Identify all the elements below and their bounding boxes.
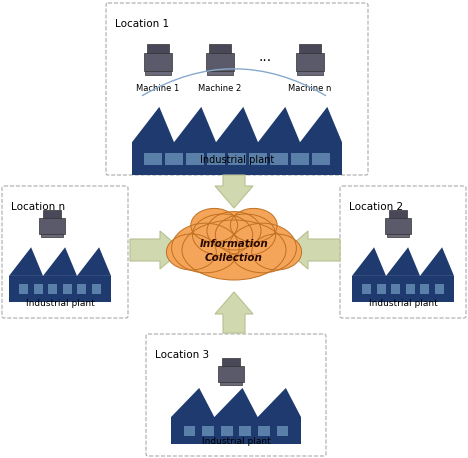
- Text: Location 3: Location 3: [155, 350, 209, 360]
- Bar: [48, 284, 57, 294]
- Bar: [147, 44, 169, 53]
- Ellipse shape: [167, 234, 216, 270]
- Bar: [144, 153, 162, 165]
- FancyBboxPatch shape: [146, 334, 326, 456]
- Bar: [184, 425, 196, 436]
- Bar: [43, 210, 61, 218]
- Polygon shape: [258, 388, 301, 417]
- FancyBboxPatch shape: [340, 186, 466, 318]
- Bar: [249, 153, 267, 165]
- Bar: [144, 53, 172, 71]
- Polygon shape: [214, 388, 258, 417]
- Bar: [291, 153, 309, 165]
- Bar: [206, 153, 226, 165]
- Bar: [77, 284, 87, 294]
- Polygon shape: [215, 175, 253, 208]
- Bar: [145, 71, 171, 75]
- Polygon shape: [77, 247, 111, 276]
- Polygon shape: [132, 107, 174, 142]
- Bar: [34, 284, 43, 294]
- Bar: [270, 153, 288, 165]
- Polygon shape: [352, 247, 386, 276]
- Polygon shape: [286, 231, 340, 269]
- Bar: [219, 382, 242, 385]
- Bar: [185, 153, 205, 165]
- Bar: [171, 417, 301, 444]
- Ellipse shape: [172, 223, 239, 273]
- Polygon shape: [43, 247, 77, 276]
- Polygon shape: [216, 107, 258, 142]
- Bar: [165, 153, 183, 165]
- Polygon shape: [215, 292, 253, 333]
- Bar: [386, 218, 410, 234]
- Bar: [221, 358, 241, 366]
- Ellipse shape: [215, 214, 276, 256]
- Polygon shape: [386, 247, 420, 276]
- Text: ...: ...: [258, 50, 271, 64]
- Bar: [312, 153, 330, 165]
- Polygon shape: [258, 107, 300, 142]
- Bar: [435, 284, 444, 294]
- Text: Machine n: Machine n: [288, 84, 332, 93]
- Bar: [352, 276, 454, 302]
- Text: Machine 2: Machine 2: [198, 84, 241, 93]
- Text: Industrial plant: Industrial plant: [369, 299, 438, 308]
- Bar: [207, 71, 233, 75]
- FancyBboxPatch shape: [2, 186, 128, 318]
- Ellipse shape: [252, 234, 301, 270]
- Bar: [9, 276, 111, 302]
- Bar: [240, 425, 251, 436]
- Ellipse shape: [191, 208, 238, 242]
- Bar: [377, 284, 386, 294]
- Bar: [406, 284, 415, 294]
- Bar: [132, 142, 342, 175]
- Bar: [391, 284, 400, 294]
- Text: Collection: Collection: [205, 253, 263, 263]
- Bar: [221, 425, 233, 436]
- Polygon shape: [171, 388, 214, 417]
- Bar: [297, 71, 323, 75]
- FancyBboxPatch shape: [106, 3, 368, 175]
- Bar: [219, 366, 244, 382]
- Bar: [202, 425, 214, 436]
- Bar: [41, 234, 63, 237]
- Ellipse shape: [230, 208, 277, 242]
- Polygon shape: [9, 247, 43, 276]
- Bar: [63, 284, 72, 294]
- Text: Industrial plant: Industrial plant: [26, 299, 95, 308]
- Bar: [388, 210, 408, 218]
- Text: Location n: Location n: [11, 202, 65, 212]
- Polygon shape: [420, 247, 454, 276]
- Text: Industrial plant: Industrial plant: [200, 155, 274, 165]
- Polygon shape: [300, 107, 342, 142]
- Bar: [258, 425, 270, 436]
- Bar: [277, 425, 288, 436]
- Bar: [205, 53, 234, 71]
- Text: Location 1: Location 1: [115, 19, 169, 29]
- Text: Machine 1: Machine 1: [136, 84, 180, 93]
- Bar: [92, 284, 101, 294]
- Polygon shape: [174, 107, 216, 142]
- Bar: [299, 44, 321, 53]
- Polygon shape: [130, 231, 182, 269]
- Bar: [19, 284, 28, 294]
- Text: Industrial plant: Industrial plant: [202, 437, 271, 446]
- Text: Location 2: Location 2: [349, 202, 403, 212]
- Bar: [39, 218, 65, 234]
- Bar: [362, 284, 371, 294]
- Ellipse shape: [207, 212, 261, 250]
- Bar: [420, 284, 430, 294]
- Ellipse shape: [192, 214, 253, 256]
- Text: Information: Information: [200, 239, 268, 249]
- Ellipse shape: [229, 223, 296, 273]
- Ellipse shape: [182, 220, 286, 280]
- Bar: [387, 234, 410, 237]
- Bar: [296, 53, 324, 71]
- Bar: [209, 44, 231, 53]
- Bar: [227, 153, 247, 165]
